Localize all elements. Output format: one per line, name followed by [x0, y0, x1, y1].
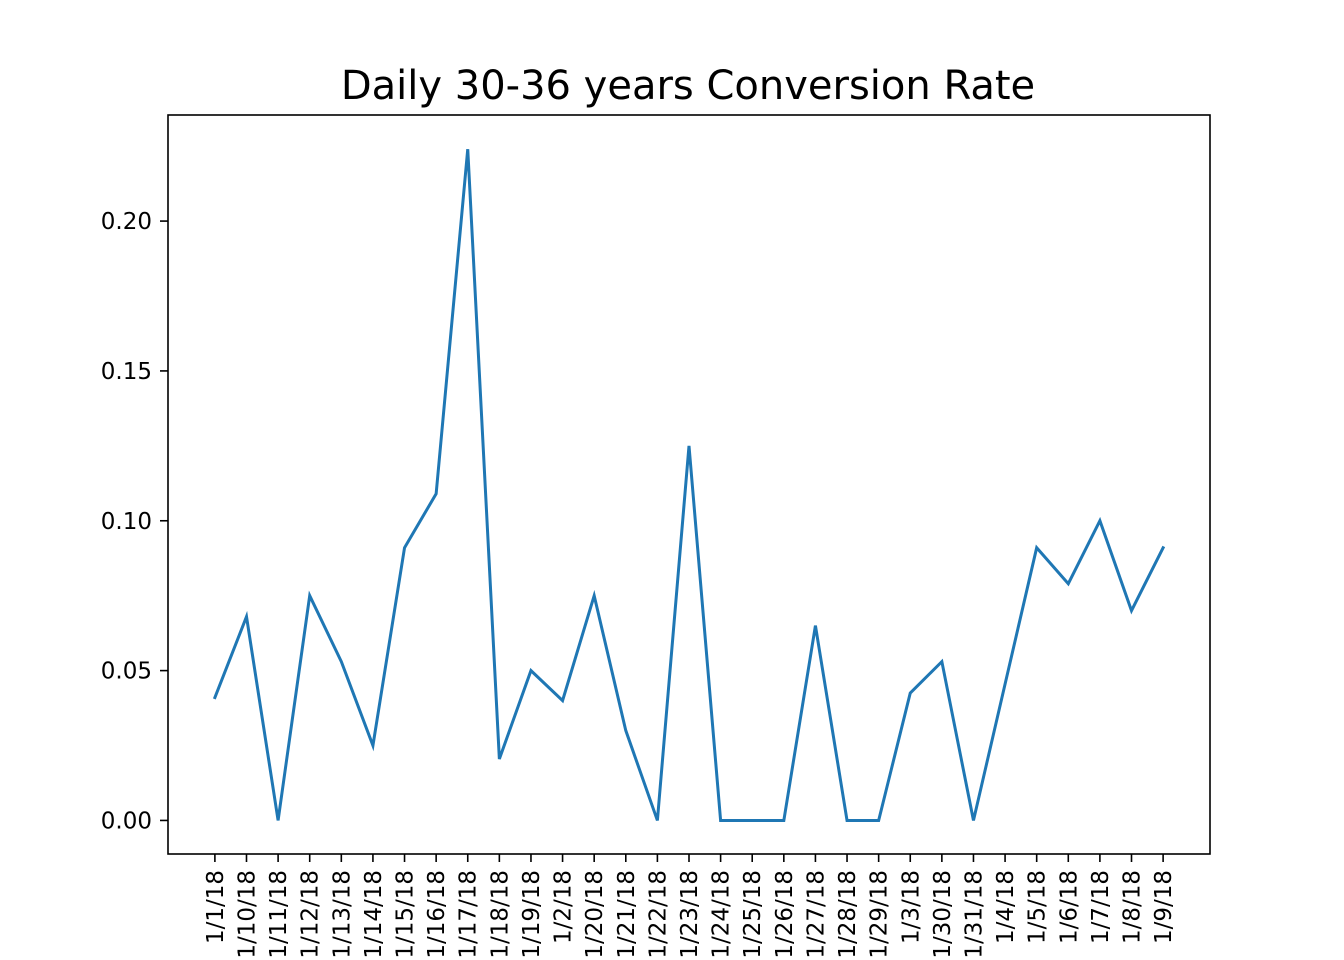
x-tick-label: 1/10/18 — [234, 870, 260, 959]
x-tick-label: 1/7/18 — [1088, 870, 1114, 944]
x-tick-label: 1/23/18 — [677, 870, 703, 959]
x-tick-label: 1/12/18 — [298, 870, 324, 959]
chart-title: Daily 30-36 years Conversion Rate — [341, 63, 1035, 109]
x-tick-label: 1/18/18 — [487, 870, 513, 959]
x-tick-label: 1/26/18 — [772, 870, 798, 959]
x-tick-label: 1/21/18 — [614, 870, 640, 959]
x-tick-label: 1/11/18 — [266, 870, 292, 959]
x-tick-label: 1/20/18 — [582, 870, 608, 959]
x-tick-label: 1/19/18 — [519, 870, 545, 959]
x-tick-label: 1/6/18 — [1056, 870, 1082, 944]
x-tick-label: 1/17/18 — [456, 870, 482, 959]
plot-area: 0.00 0.05 0.10 0.15 0.20 1/1/18 1/10/18 1/11/18… — [101, 149, 1177, 959]
x-tick-label: 1/16/18 — [424, 870, 450, 959]
x-tick-label: 1/9/18 — [1151, 870, 1177, 944]
x-tick-label: 1/31/18 — [961, 870, 987, 959]
x-tick-label: 1/2/18 — [551, 870, 577, 944]
x-tick-label: 1/3/18 — [898, 870, 924, 944]
y-tick-label: 0.00 — [101, 808, 152, 834]
x-tick-label: 1/25/18 — [740, 870, 766, 959]
y-tick-label: 0.05 — [101, 659, 152, 685]
x-tick-label: 1/4/18 — [993, 870, 1019, 944]
x-tick-label: 1/13/18 — [329, 870, 355, 959]
x-tick-label: 1/30/18 — [930, 870, 956, 959]
y-tick-label: 0.10 — [101, 509, 152, 535]
x-tick-label: 1/8/18 — [1120, 870, 1146, 944]
x-tick-label: 1/5/18 — [1025, 870, 1051, 944]
axes-frame — [167, 114, 1211, 855]
x-tick-label: 1/28/18 — [835, 870, 861, 959]
x-tick-label: 1/24/18 — [709, 870, 735, 959]
x-tick-label: 1/29/18 — [867, 870, 893, 959]
x-tick-label: 1/27/18 — [803, 870, 829, 959]
y-tick-label: 0.15 — [101, 359, 152, 385]
x-tick-label: 1/15/18 — [393, 870, 419, 959]
x-tick-label: 1/14/18 — [361, 870, 387, 959]
y-tick-label: 0.20 — [101, 209, 152, 235]
x-tick-label: 1/22/18 — [645, 870, 671, 959]
x-tick-label: 1/1/18 — [203, 870, 229, 944]
